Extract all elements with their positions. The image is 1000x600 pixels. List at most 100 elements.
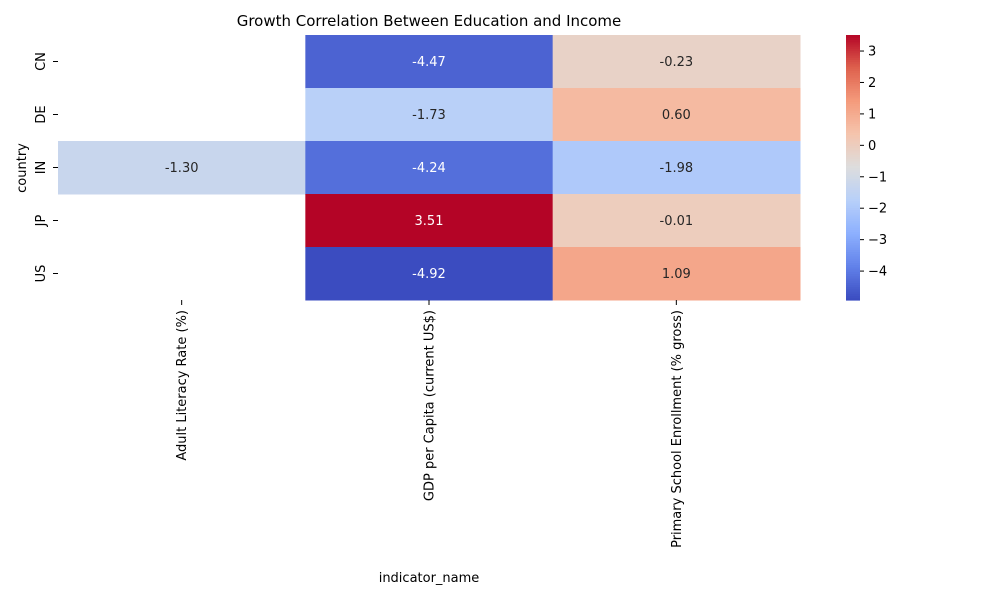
colorbar-segment [846, 191, 860, 195]
colorbar-segment [846, 48, 860, 52]
cell-value-label: -1.73 [412, 108, 446, 123]
colorbar-segment [846, 72, 860, 76]
colorbar-segment [846, 200, 860, 204]
cell-value-label: -4.24 [412, 161, 446, 176]
colorbar-segment [846, 70, 860, 74]
colorbar-segment [846, 35, 860, 38]
heatmap-cell [305, 141, 554, 195]
colorbar-segment [846, 94, 860, 98]
colorbar-segment [846, 132, 860, 135]
colorbar-segment [846, 46, 860, 49]
heatmap-cell [305, 35, 554, 89]
colorbar-segment [846, 198, 860, 202]
colorbar-tick-label: 2 [868, 76, 876, 91]
colorbar-segment [846, 229, 860, 233]
y-tick-label: US [34, 265, 49, 283]
heatmap-cell [552, 35, 801, 89]
colorbar-segment [846, 227, 860, 230]
colorbar-segment [846, 110, 860, 113]
colorbar-segment [846, 242, 860, 246]
colorbar-segment [846, 81, 860, 85]
colorbar-segment [846, 178, 860, 182]
colorbar-tick-label: 1 [868, 107, 876, 122]
colorbar-segment [846, 187, 860, 191]
colorbar-segment [846, 293, 860, 297]
colorbar-segment [846, 213, 860, 217]
colorbar-segment [846, 154, 860, 158]
colorbar-segment [846, 209, 860, 213]
colorbar-segment [846, 85, 860, 89]
colorbar-segment [846, 244, 860, 248]
colorbar-segment [846, 220, 860, 224]
colorbar-segment [846, 251, 860, 255]
colorbar-segment [846, 39, 860, 43]
colorbar-segment [846, 255, 860, 259]
colorbar-segment [846, 207, 860, 211]
colorbar-segment [846, 129, 860, 133]
colorbar-segment [846, 116, 860, 120]
colorbar-segment [846, 266, 860, 270]
colorbar-segment [846, 88, 860, 91]
colorbar-segment [846, 180, 860, 184]
y-tick-label: IN [34, 161, 49, 175]
colorbar-segment [846, 59, 860, 63]
y-tick-label: CN [34, 52, 49, 71]
y-tick-label: JP [34, 215, 49, 228]
colorbar-segment [846, 136, 860, 140]
colorbar-segment [846, 258, 860, 261]
colorbar-segment [846, 83, 860, 87]
colorbar: 3 2 1 0 −1 −2 −3 −4 [846, 35, 887, 301]
cell-value-label: -0.01 [660, 214, 694, 229]
colorbar-tick-label: −1 [868, 170, 887, 185]
colorbar-segment [846, 288, 860, 292]
colorbar-segment [846, 218, 860, 222]
heatmap-cell [552, 141, 801, 195]
colorbar-segment [846, 138, 860, 142]
colorbar-tick-label: −4 [868, 265, 887, 280]
colorbar-segment [846, 145, 860, 149]
colorbar-segment [846, 61, 860, 65]
cell-value-label: -0.23 [660, 55, 694, 70]
cell-value-label: 1.09 [662, 267, 691, 282]
colorbar-segment [846, 185, 860, 188]
colorbar-segment [846, 211, 860, 215]
colorbar-segment [846, 112, 860, 116]
colorbar-segment [846, 280, 860, 283]
colorbar-segment [846, 121, 860, 124]
x-tick-label: Primary School Enrollment (% gross) [670, 310, 685, 548]
colorbar-segment [846, 99, 860, 102]
colorbar-segment [846, 286, 860, 290]
cell-value-label: -1.98 [660, 161, 694, 176]
colorbar-segment [846, 143, 860, 147]
colorbar-segment [846, 160, 860, 164]
colorbar-segment [846, 101, 860, 105]
colorbar-segment [846, 43, 860, 47]
colorbar-segment [846, 52, 860, 56]
colorbar-segment [846, 238, 860, 241]
colorbar-segment [846, 37, 860, 41]
colorbar-segment [846, 123, 860, 127]
colorbar-segment [846, 231, 860, 235]
colorbar-segment [846, 182, 860, 186]
heatmap-cell [552, 194, 801, 248]
colorbar-segment [846, 176, 860, 180]
colorbar-segment [846, 103, 860, 107]
colorbar-segment [846, 224, 860, 228]
colorbar-segment [846, 79, 860, 82]
colorbar-segment [846, 174, 860, 177]
cell-value-label: -4.92 [412, 267, 446, 282]
colorbar-segment [846, 76, 860, 80]
colorbar-segment [846, 240, 860, 244]
colorbar-segment [846, 63, 860, 67]
colorbar-segment [846, 41, 860, 45]
colorbar-segment [846, 149, 860, 153]
y-tick-label: DE [34, 105, 49, 123]
colorbar-segment [846, 152, 860, 155]
colorbar-segment [846, 74, 860, 78]
colorbar-segment [846, 68, 860, 71]
heatmap-cell [305, 247, 554, 301]
colorbar-segment [846, 165, 860, 169]
colorbar-segment [846, 196, 860, 200]
cell-value-label: -4.47 [412, 55, 446, 70]
